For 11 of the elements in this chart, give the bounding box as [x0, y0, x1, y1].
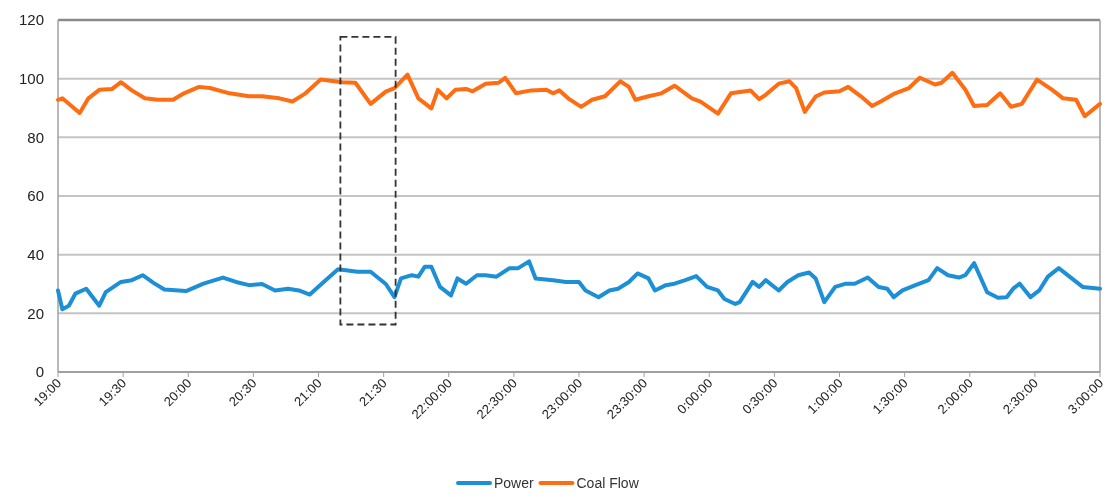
y-tick-label: 20: [27, 304, 44, 322]
y-tick-label: 80: [27, 128, 44, 146]
y-tick-label: 120: [18, 11, 44, 29]
line-series: [56, 259, 1102, 312]
legend-label: Power: [494, 475, 535, 491]
legend-label: Coal Flow: [576, 475, 640, 491]
y-tick-label: 40: [27, 245, 44, 263]
y-tick-label: 0: [35, 363, 44, 381]
line-series: [56, 70, 1102, 119]
y-tick-label: 60: [27, 187, 44, 205]
y-tick-label: 100: [18, 69, 44, 87]
